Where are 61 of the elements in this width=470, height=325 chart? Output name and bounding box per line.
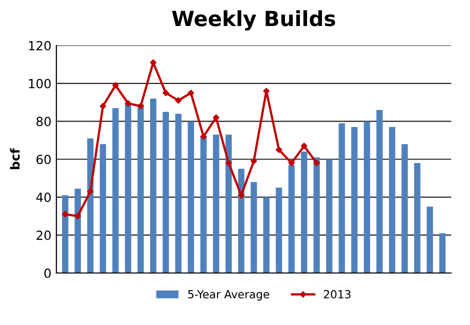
bar	[162, 112, 169, 273]
point	[100, 103, 106, 110]
bar	[439, 233, 446, 273]
bar	[226, 134, 232, 273]
point	[87, 188, 94, 195]
point	[200, 133, 207, 140]
bar	[62, 195, 68, 273]
legend-label: 2013	[324, 290, 350, 298]
point	[112, 82, 119, 88]
legend-label: 5-Year Average	[188, 290, 270, 301]
bar	[263, 197, 270, 273]
bar	[74, 188, 81, 273]
bar	[212, 134, 220, 273]
bar	[175, 114, 182, 273]
bar	[300, 152, 308, 273]
y-tick-label: 0	[44, 268, 51, 278]
bar	[376, 110, 383, 273]
bar	[112, 108, 119, 273]
point	[188, 90, 194, 96]
y-tick-label: 20	[36, 230, 51, 240]
bar	[414, 163, 420, 273]
y-axis-title: bcf	[10, 148, 20, 170]
bar	[137, 104, 144, 273]
y-tick-label: 80	[36, 116, 51, 126]
y-tick-label: 60	[36, 154, 51, 164]
point	[238, 192, 244, 198]
chart-title: Weekly Builds	[172, 10, 336, 31]
bar	[124, 104, 132, 273]
bar	[326, 159, 332, 273]
point	[137, 103, 144, 110]
bar	[188, 121, 194, 273]
bar	[238, 168, 244, 273]
point	[314, 160, 320, 166]
bar	[100, 144, 106, 273]
bar	[388, 127, 396, 273]
point	[300, 142, 308, 150]
point	[162, 90, 169, 96]
point	[250, 158, 257, 164]
bar	[426, 206, 433, 273]
bar	[351, 127, 358, 273]
y-tick-label: 120	[29, 40, 51, 50]
point	[226, 160, 232, 166]
point	[212, 114, 220, 121]
y-tick-label: 100	[29, 78, 51, 88]
bar	[87, 138, 94, 273]
point	[288, 160, 295, 166]
bar	[250, 182, 257, 273]
point	[276, 146, 282, 153]
bar	[276, 188, 282, 273]
bar	[288, 164, 295, 273]
bar	[364, 121, 370, 273]
bar	[150, 98, 156, 273]
bar	[314, 157, 320, 273]
point	[124, 100, 132, 106]
bar	[402, 144, 408, 273]
bar	[338, 123, 345, 273]
point	[74, 212, 81, 220]
bar	[200, 136, 207, 273]
point	[62, 211, 68, 218]
point	[175, 97, 182, 104]
y-tick-label: 40	[36, 192, 51, 202]
